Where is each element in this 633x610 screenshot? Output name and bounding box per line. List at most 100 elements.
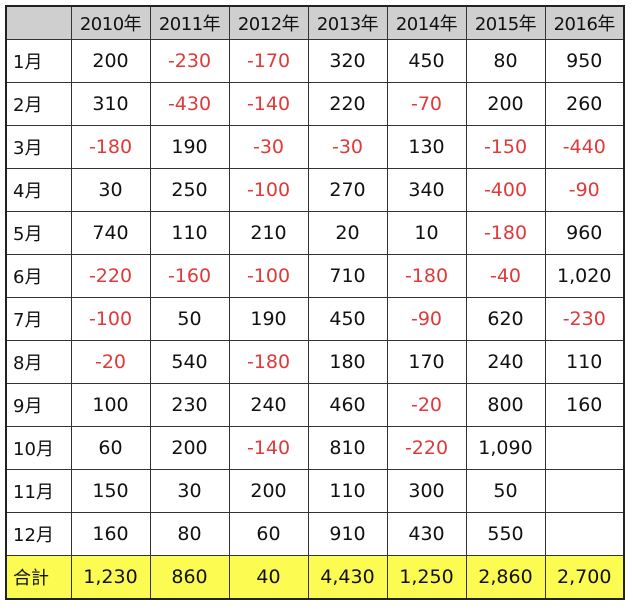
total-cell: 1,250: [386, 555, 467, 600]
value-cell: -180: [465, 211, 546, 255]
value-cell: -70: [386, 82, 467, 126]
total-cell: 2,700: [544, 555, 625, 600]
value-cell: 10: [386, 211, 467, 255]
value-cell: -140: [228, 82, 309, 126]
month-row: 8月 -20 540 -180 180 170 240 110: [5, 340, 625, 384]
value-cell: 230: [149, 383, 230, 427]
year-header: 2015年: [465, 5, 546, 40]
value-cell: 110: [544, 340, 625, 384]
value-cell: 550: [465, 512, 546, 556]
year-header: 2012年: [228, 5, 309, 40]
value-cell: -430: [149, 82, 230, 126]
value-cell: 220: [307, 82, 388, 126]
value-cell: 740: [70, 211, 151, 255]
value-cell: 210: [228, 211, 309, 255]
total-cell: 2,860: [465, 555, 546, 600]
value-cell: 170: [386, 340, 467, 384]
value-cell: 430: [386, 512, 467, 556]
value-cell: 60: [228, 512, 309, 556]
month-row: 4月 30 250 -100 270 340 -400 -90: [5, 168, 625, 212]
value-cell: -90: [544, 168, 625, 212]
value-cell: 150: [70, 469, 151, 513]
month-row: 9月 100 230 240 460 -20 800 160: [5, 383, 625, 427]
value-cell: 110: [149, 211, 230, 255]
value-cell: [544, 469, 625, 513]
month-row: 2月 310 -430 -140 220 -70 200 260: [5, 82, 625, 126]
value-cell: 800: [465, 383, 546, 427]
month-label: 5月: [5, 211, 72, 255]
month-label: 7月: [5, 297, 72, 341]
month-label: 11月: [5, 469, 72, 513]
value-cell: -150: [465, 125, 546, 169]
month-label: 8月: [5, 340, 72, 384]
value-cell: -180: [228, 340, 309, 384]
value-cell: 340: [386, 168, 467, 212]
value-cell: 130: [386, 125, 467, 169]
value-cell: -400: [465, 168, 546, 212]
value-cell: 60: [70, 426, 151, 470]
value-cell: 320: [307, 39, 388, 83]
value-cell: 1,020: [544, 254, 625, 298]
value-cell: 910: [307, 512, 388, 556]
value-cell: -170: [228, 39, 309, 83]
year-header: 2013年: [307, 5, 388, 40]
year-header: 2014年: [386, 5, 467, 40]
value-cell: 100: [70, 383, 151, 427]
value-cell: 50: [465, 469, 546, 513]
total-cell: 1,230: [70, 555, 151, 600]
value-cell: 30: [70, 168, 151, 212]
total-cell: 4,430: [307, 555, 388, 600]
value-cell: 190: [149, 125, 230, 169]
value-cell: 30: [149, 469, 230, 513]
value-cell: 950: [544, 39, 625, 83]
value-cell: -440: [544, 125, 625, 169]
value-cell: -100: [70, 297, 151, 341]
corner-cell: [5, 5, 72, 40]
value-cell: 460: [307, 383, 388, 427]
month-label: 6月: [5, 254, 72, 298]
value-cell: -100: [228, 254, 309, 298]
month-label: 1月: [5, 39, 72, 83]
value-cell: 160: [544, 383, 625, 427]
value-cell: 240: [228, 383, 309, 427]
month-label: 12月: [5, 512, 72, 556]
total-label: 合計: [5, 555, 72, 600]
month-row: 12月 160 80 60 910 430 550: [5, 512, 625, 556]
value-cell: 960: [544, 211, 625, 255]
total-cell: 40: [228, 555, 309, 600]
value-cell: 200: [465, 82, 546, 126]
month-label: 3月: [5, 125, 72, 169]
value-cell: -20: [70, 340, 151, 384]
value-cell: -100: [228, 168, 309, 212]
value-cell: 240: [465, 340, 546, 384]
value-cell: -220: [70, 254, 151, 298]
month-row: 11月 150 30 200 110 300 50: [5, 469, 625, 513]
value-cell: -30: [307, 125, 388, 169]
value-cell: 450: [386, 39, 467, 83]
value-cell: 260: [544, 82, 625, 126]
value-cell: 190: [228, 297, 309, 341]
month-row: 10月 60 200 -140 810 -220 1,090: [5, 426, 625, 470]
value-cell: 270: [307, 168, 388, 212]
value-cell: 200: [228, 469, 309, 513]
year-header: 2010年: [70, 5, 151, 40]
value-cell: -230: [149, 39, 230, 83]
value-cell: 80: [465, 39, 546, 83]
value-cell: 200: [149, 426, 230, 470]
value-cell: -160: [149, 254, 230, 298]
value-cell: 20: [307, 211, 388, 255]
month-row: 7月 -100 50 190 450 -90 620 -230: [5, 297, 625, 341]
value-cell: [544, 512, 625, 556]
value-cell: 810: [307, 426, 388, 470]
value-cell: -230: [544, 297, 625, 341]
value-cell: 300: [386, 469, 467, 513]
value-cell: 450: [307, 297, 388, 341]
value-cell: 200: [70, 39, 151, 83]
value-cell: 110: [307, 469, 388, 513]
value-cell: -220: [386, 426, 467, 470]
month-row: 3月 -180 190 -30 -30 130 -150 -440: [5, 125, 625, 169]
year-header: 2011年: [149, 5, 230, 40]
value-cell: -20: [386, 383, 467, 427]
value-cell: -140: [228, 426, 309, 470]
value-cell: 80: [149, 512, 230, 556]
